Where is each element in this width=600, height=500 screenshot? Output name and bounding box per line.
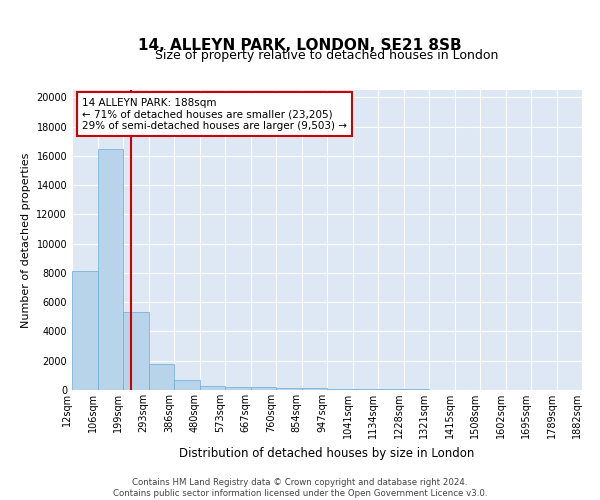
- Bar: [302, 388, 327, 390]
- Text: Contains HM Land Registry data © Crown copyright and database right 2024.
Contai: Contains HM Land Registry data © Crown c…: [113, 478, 487, 498]
- Bar: [72, 272, 97, 390]
- Bar: [353, 389, 378, 390]
- Text: 14, ALLEYN PARK, LONDON, SE21 8SB: 14, ALLEYN PARK, LONDON, SE21 8SB: [138, 38, 462, 52]
- Bar: [174, 380, 199, 390]
- Bar: [123, 312, 149, 390]
- X-axis label: Distribution of detached houses by size in London: Distribution of detached houses by size …: [179, 446, 475, 460]
- Bar: [327, 389, 353, 390]
- Y-axis label: Number of detached properties: Number of detached properties: [21, 152, 31, 328]
- Title: Size of property relative to detached houses in London: Size of property relative to detached ho…: [155, 50, 499, 62]
- Text: 14 ALLEYN PARK: 188sqm
← 71% of detached houses are smaller (23,205)
29% of semi: 14 ALLEYN PARK: 188sqm ← 71% of detached…: [82, 98, 347, 130]
- Bar: [199, 386, 225, 390]
- Bar: [97, 148, 123, 390]
- Bar: [251, 387, 276, 390]
- Bar: [276, 388, 302, 390]
- Bar: [149, 364, 174, 390]
- Bar: [225, 386, 251, 390]
